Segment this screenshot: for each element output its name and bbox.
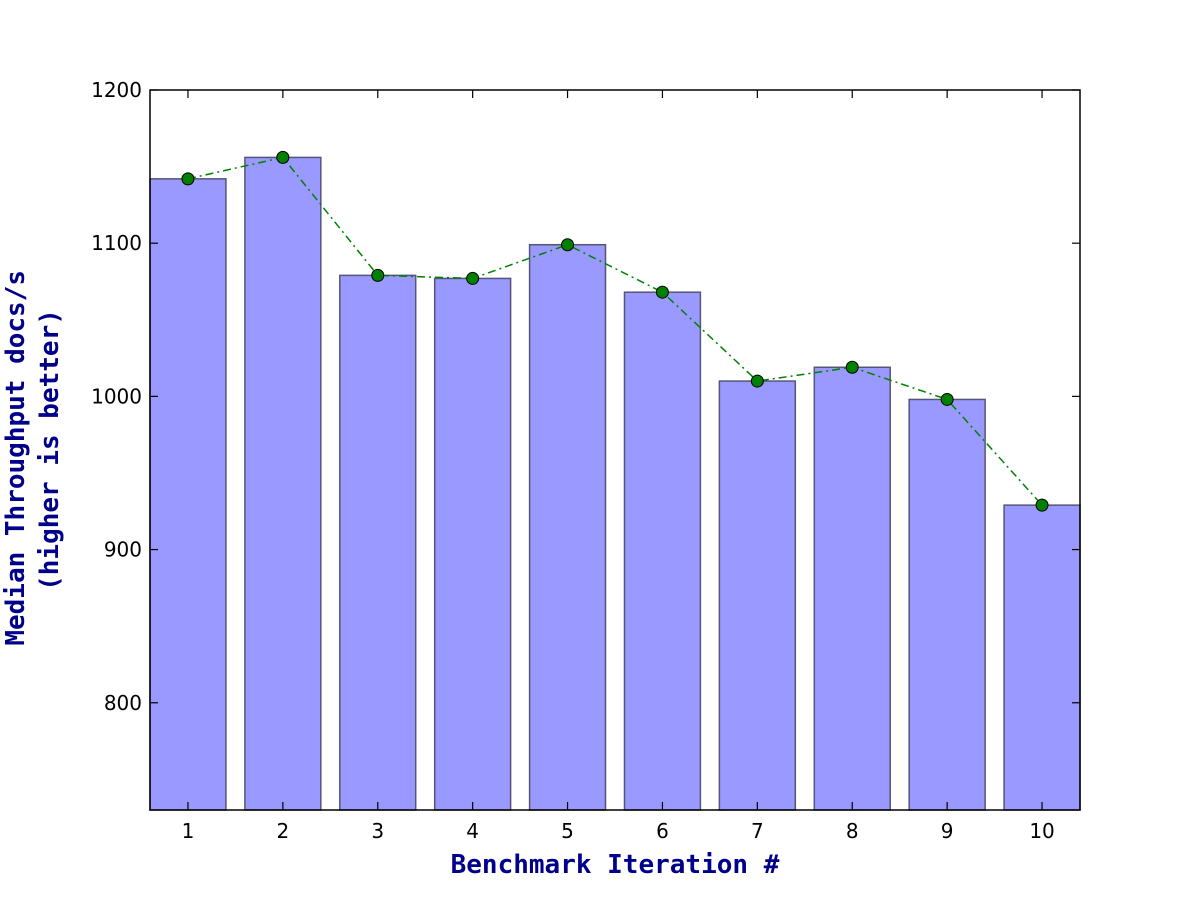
y-axis-title-line-1: Median Throughput docs/s	[1, 270, 31, 646]
x-tick-label-9: 9	[941, 819, 954, 843]
x-axis-title: Benchmark Iteration #	[451, 850, 780, 880]
x-tick-label-8: 8	[846, 819, 859, 843]
bar-4	[433, 277, 512, 811]
marker-6	[655, 285, 669, 299]
bar-6	[623, 291, 702, 811]
x-axis: 1 2 3 4 5 6 7 8 9 10	[182, 90, 1055, 843]
marker-2	[276, 150, 290, 164]
bars-group	[149, 156, 1081, 811]
marker-4	[466, 271, 480, 285]
y-tick-label-900: 900	[104, 538, 142, 562]
bar-10	[1003, 504, 1081, 811]
y-tick-label-1000: 1000	[91, 384, 142, 408]
bar-1	[149, 178, 227, 811]
bar-5	[528, 243, 607, 811]
marker-8	[845, 360, 859, 374]
marker-9	[940, 392, 954, 406]
y-tick-label-1100: 1100	[91, 231, 142, 255]
marker-10	[1035, 498, 1049, 512]
x-tick-label-3: 3	[371, 819, 384, 843]
marker-3	[371, 268, 385, 282]
markers-group	[181, 150, 1049, 512]
bar-9	[908, 398, 986, 811]
x-tick-label-10: 10	[1029, 819, 1054, 843]
x-tick-label-5: 5	[561, 819, 574, 843]
x-tick-label-4: 4	[466, 819, 479, 843]
y-axis-title-line-2: (higher is better)	[35, 309, 65, 591]
marker-1	[181, 172, 195, 186]
plot-frame	[149, 89, 1081, 811]
bar-2	[244, 156, 322, 811]
bar-8	[813, 366, 891, 811]
x-tick-label-6: 6	[656, 819, 669, 843]
marker-5	[561, 238, 575, 252]
marker-7	[750, 374, 764, 388]
x-tick-label-1: 1	[182, 819, 195, 843]
y-tick-label-800: 800	[104, 691, 142, 715]
bar-7	[718, 380, 797, 811]
y-axis-title: Median Throughput docs/s (higher is bett…	[1, 254, 65, 645]
bar-3	[339, 274, 417, 811]
x-tick-label-7: 7	[751, 819, 764, 843]
y-tick-label-1200: 1200	[91, 78, 142, 102]
x-tick-label-2: 2	[276, 819, 289, 843]
y-axis: 800 900 1000 1100 1200	[91, 78, 1080, 715]
